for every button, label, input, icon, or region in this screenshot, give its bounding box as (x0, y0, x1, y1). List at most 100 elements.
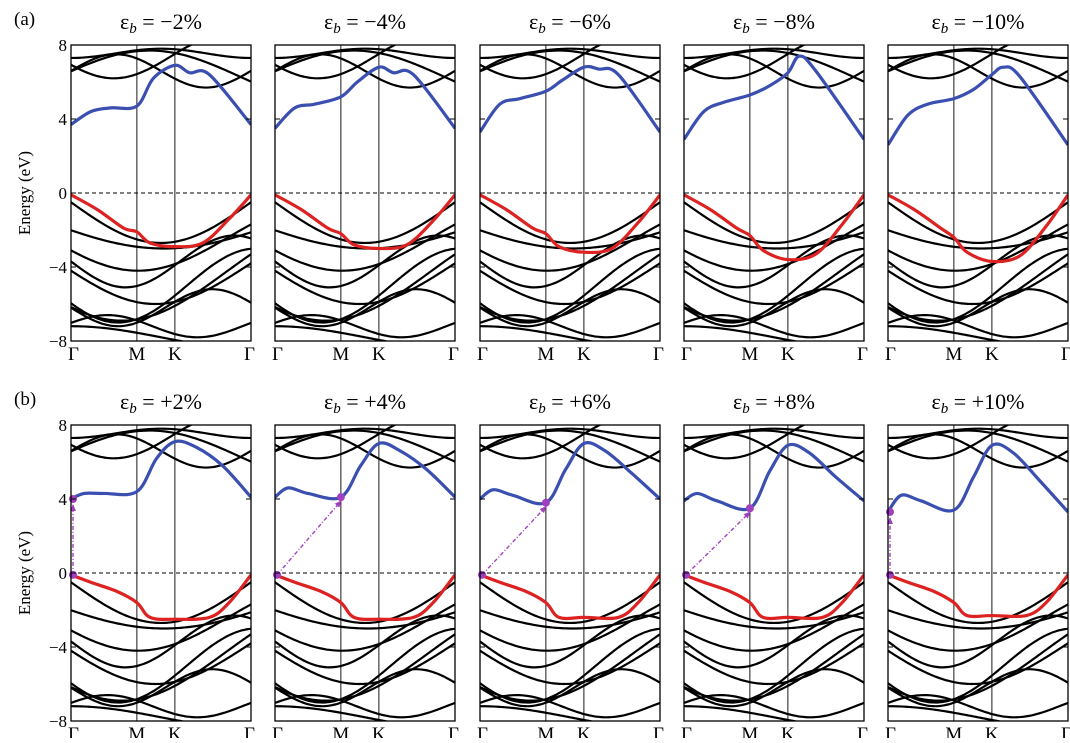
band-line (480, 223, 660, 272)
band-line (480, 429, 660, 463)
band-line (684, 47, 864, 60)
k-point-label: K (781, 344, 795, 365)
band-line (480, 234, 660, 289)
cbm-marker (336, 493, 345, 502)
band-line (888, 223, 1068, 272)
band-panel: Γ M K Γεb = −8% (681, 9, 868, 365)
band-line (684, 668, 864, 708)
band-line (275, 668, 455, 708)
conduction-band-line (275, 65, 455, 130)
valence-band-line (275, 573, 455, 621)
band-line (888, 429, 1068, 463)
valence-band-line (888, 573, 1068, 619)
band-line (480, 45, 602, 80)
k-point-label: Γ (244, 344, 255, 365)
band-line (71, 47, 251, 60)
band-line (480, 247, 660, 324)
valence-band-line (480, 193, 660, 255)
k-point-label: Γ (681, 724, 692, 738)
band-line (888, 581, 1068, 625)
band-line (71, 633, 251, 702)
band-line (480, 668, 660, 708)
band-line (888, 288, 1068, 328)
band-line (275, 49, 455, 83)
band-line (480, 603, 660, 652)
plot-area (684, 425, 864, 721)
k-point-label: M (741, 344, 758, 365)
band-panel: Γ M K Γεb = −4% (272, 9, 459, 365)
k-point-label: Γ (448, 344, 459, 365)
row-label: (b) (14, 389, 36, 410)
band-line (684, 705, 800, 721)
k-point-label: Γ (885, 344, 896, 365)
k-point-label: Γ (272, 724, 283, 738)
band-line (275, 201, 455, 245)
conduction-band-line (684, 54, 864, 141)
band-line (480, 313, 660, 339)
band-line (888, 45, 1010, 80)
k-point-label: K (168, 344, 182, 365)
band-line (888, 603, 1068, 652)
k-point-label: M (128, 344, 145, 365)
band-panel: Γ M K Γεb = −10% (885, 9, 1070, 365)
vbm-marker (69, 570, 77, 579)
band-panel: Γ M K Γεb = +10% (885, 389, 1070, 743)
plot-area (480, 425, 660, 721)
k-point-label: M (537, 724, 554, 738)
band-line (71, 705, 187, 721)
panel-title: εb = −6% (529, 9, 611, 37)
band-line (888, 614, 1068, 669)
panel-frame (70, 424, 252, 722)
vbm-marker (886, 570, 894, 579)
band-line (275, 313, 455, 339)
panel-title: εb = +8% (733, 389, 815, 417)
band-line (71, 49, 251, 83)
band-line (71, 223, 251, 272)
plot-area (71, 45, 251, 341)
band-line (275, 247, 455, 324)
k-point-label: Γ (681, 344, 692, 365)
row-label: (a) (14, 9, 35, 30)
band-line (684, 253, 864, 322)
valence-band-line (888, 193, 1068, 264)
plot-area (888, 45, 1068, 341)
conduction-band-line (888, 65, 1068, 146)
band-line (275, 425, 397, 460)
k-point-label: Γ (653, 344, 664, 365)
y-tick-label: 8 (59, 416, 68, 435)
band-line (71, 603, 251, 652)
band-line (480, 581, 660, 625)
band-line (888, 642, 1068, 686)
band-line (684, 223, 864, 272)
conduction-band-line (480, 441, 660, 506)
plot-area (684, 45, 864, 341)
band-line (480, 47, 660, 60)
band-line (275, 47, 455, 60)
band-line (71, 627, 251, 704)
valence-band-line (480, 573, 660, 621)
band-line (480, 201, 660, 245)
band-line (71, 288, 251, 328)
band-line (888, 253, 1068, 322)
k-point-label: Γ (68, 724, 79, 738)
band-line (275, 223, 455, 272)
cbm-marker (745, 504, 754, 513)
y-tick-label: −4 (49, 258, 68, 277)
band-line (71, 253, 251, 322)
transition-arrow (276, 500, 342, 576)
k-point-label: K (985, 724, 999, 738)
valence-band-line (684, 573, 864, 621)
band-line (71, 313, 251, 339)
k-point-label: Γ (272, 344, 283, 365)
plot-area (888, 425, 1068, 721)
band-line (684, 614, 864, 669)
band-line (480, 288, 660, 328)
k-point-label: M (128, 724, 145, 738)
band-line (71, 693, 251, 719)
band-line (275, 614, 455, 669)
band-line (480, 693, 660, 719)
k-point-label: Γ (857, 724, 868, 738)
band-line (684, 313, 864, 339)
band-line (480, 49, 660, 83)
